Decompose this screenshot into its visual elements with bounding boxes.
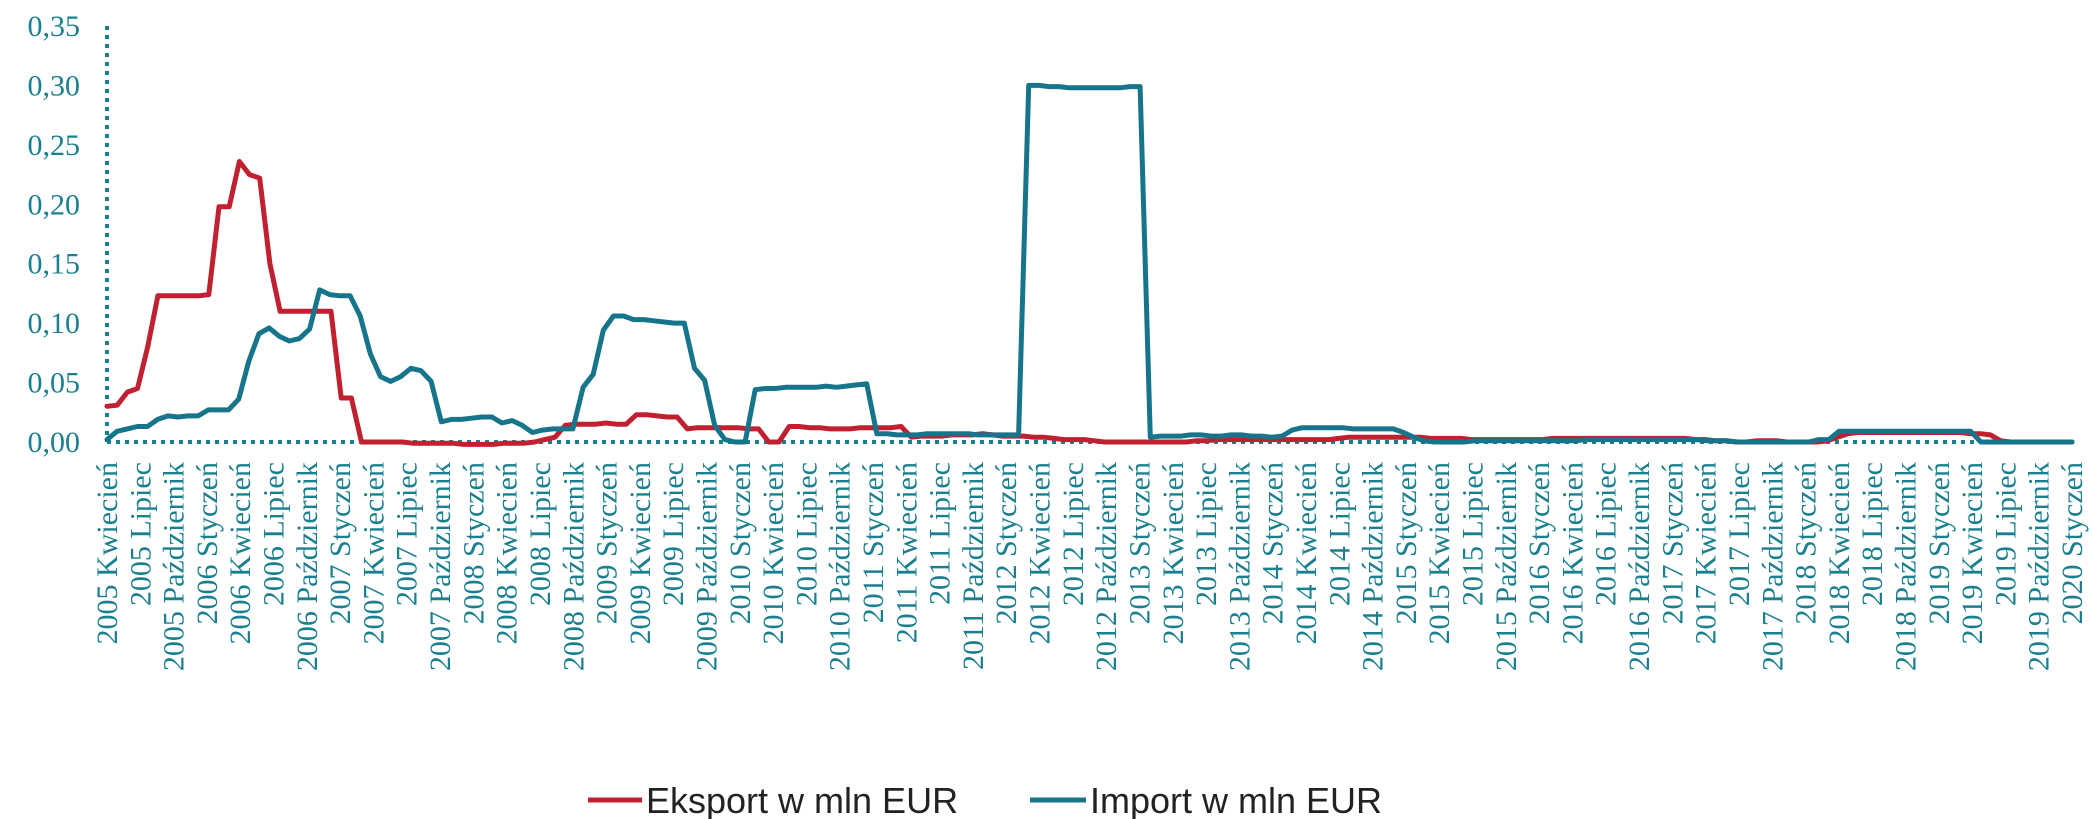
x-tick-label: 2019 Kwiecień [1956,462,1989,644]
x-tick-label: 2009 Kwiecień [624,462,657,644]
y-tick-label: 0,35 [28,10,81,43]
x-tick-label: 2012 Lipiec [1057,462,1090,606]
x-tick-label: 2007 Styczeń [324,462,357,624]
x-tick-label: 2008 Kwiecień [491,462,524,644]
legend-label-eksport: Eksport w mln EUR [646,780,958,819]
y-tick-label: 0,05 [28,367,81,400]
x-tick-label: 2006 Kwiecień [224,462,257,644]
x-tick-label: 2016 Styczeń [1523,462,1556,624]
x-tick-label: 2011 Październik [957,462,990,670]
y-tick-label: 0,00 [28,426,81,459]
x-tick-label: 2005 Kwiecień [91,462,124,644]
x-tick-label: 2015 Kwiecień [1423,462,1456,644]
x-tick-label: 2007 Lipiec [391,462,424,606]
x-tick-label: 2017 Lipiec [1723,462,1756,606]
x-tick-label: 2020 Styczeń [2056,462,2089,624]
x-tick-label: 2016 Lipiec [1590,462,1623,606]
y-tick-label: 0,10 [28,307,81,340]
x-tick-label: 2014 Kwiecień [1290,462,1323,644]
x-tick-label: 2005 Lipiec [124,462,157,606]
x-tick-label: 2011 Lipiec [924,462,957,605]
x-tick-label: 2009 Październik [691,462,724,671]
x-tick-label: 2010 Październik [824,462,857,671]
x-tick-label: 2018 Kwiecień [1823,462,1856,644]
x-tick-label: 2017 Październik [1756,462,1789,671]
legend: Eksport w mln EUR Import w mln EUR [588,780,1382,819]
legend-item-eksport: Eksport w mln EUR [588,780,958,819]
x-tick-label: 2012 Styczeń [990,462,1023,624]
x-tick-label: 2019 Październik [2023,462,2056,671]
x-tick-label: 2009 Lipiec [657,462,690,606]
x-tick-label: 2018 Październik [1890,462,1923,671]
x-tick-label: 2010 Kwiecień [757,462,790,644]
legend-item-import: Import w mln EUR [1030,780,1382,819]
legend-label-import: Import w mln EUR [1090,780,1382,819]
x-tick-label: 2011 Styczeń [857,462,890,623]
y-tick-label: 0,25 [28,129,81,162]
series-line-eksport [104,159,2075,447]
x-tick-label: 2013 Kwiecień [1157,462,1190,644]
x-tick-label: 2006 Styczeń [191,462,224,624]
x-tick-label: 2016 Kwiecień [1556,462,1589,644]
x-tick-label: 2010 Styczeń [724,462,757,624]
x-tick-label: 2012 Październik [1090,462,1123,671]
series-line-import [104,82,2075,445]
x-tick-label: 2017 Styczeń [1656,462,1689,624]
x-tick-label: 2008 Styczeń [457,462,490,624]
x-tick-label: 2015 Lipiec [1457,462,1490,606]
x-tick-label: 2009 Styczeń [591,462,624,624]
x-tick-label: 2010 Lipiec [790,462,823,606]
x-tick-label: 2014 Październik [1357,462,1390,671]
x-tick-label: 2012 Kwiecień [1024,462,1057,644]
x-tick-label: 2007 Październik [424,462,457,671]
x-tick-label: 2006 Październik [291,462,324,671]
x-tick-label: 2006 Lipiec [258,462,291,606]
x-tick-label: 2017 Kwiecień [1690,462,1723,644]
x-tick-label: 2013 Październik [1223,462,1256,671]
x-tick-label: 2018 Styczeń [1790,462,1823,624]
x-tick-label: 2016 Październik [1623,462,1656,671]
x-tick-label: 2005 Październik [158,462,191,671]
x-tick-label: 2014 Lipiec [1323,462,1356,606]
x-tick-label: 2018 Lipiec [1856,462,1889,606]
x-tick-label: 2019 Lipiec [1989,462,2022,606]
x-tick-label: 2013 Styczeń [1124,462,1157,624]
y-axis-tick-labels: 0,00 0,05 0,10 0,15 0,20 0,25 0,30 0,35 [28,10,81,459]
x-tick-label: 2007 Kwiecień [357,462,390,644]
y-tick-label: 0,30 [28,69,81,102]
y-tick-label: 0,20 [28,188,81,221]
x-tick-label: 2008 Lipiec [524,462,557,606]
x-tick-label: 2013 Lipiec [1190,462,1223,606]
x-tick-label: 2015 Październik [1490,462,1523,671]
x-tick-label: 2019 Styczeń [1923,462,1956,624]
y-tick-label: 0,15 [28,248,81,281]
x-tick-label: 2015 Styczeń [1390,462,1423,624]
x-tick-label: 2014 Styczeń [1257,462,1290,624]
x-tick-label: 2011 Kwiecień [890,462,923,643]
x-axis-tick-labels: 2005 Kwiecień 2005 Lipiec 2005 Październik… [91,462,2089,671]
series-lines [104,82,2075,447]
x-tick-label: 2008 Październik [557,462,590,671]
